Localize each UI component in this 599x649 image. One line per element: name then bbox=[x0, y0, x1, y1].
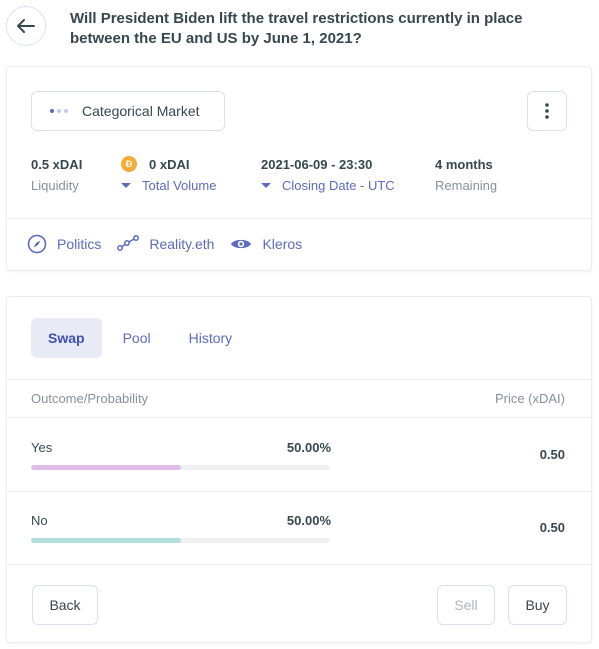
caret-down-icon bbox=[261, 183, 271, 188]
remaining-label: Remaining bbox=[435, 178, 498, 193]
xdai-coin-icon: Đ bbox=[121, 156, 137, 172]
outcome-row[interactable]: Yes 50.00% 0.50 bbox=[7, 418, 591, 491]
compass-icon bbox=[27, 234, 47, 254]
divider bbox=[7, 379, 591, 380]
outcome-name: Yes bbox=[31, 440, 53, 455]
closing-date-stat: 2021-06-09 - 23:30 Closing Date - UTC bbox=[261, 155, 395, 193]
eye-icon bbox=[231, 239, 252, 249]
column-outcome-probability: Outcome/Probability bbox=[31, 390, 149, 406]
market-type-label: Categorical Market bbox=[82, 103, 200, 119]
column-price: Price (xDAI) bbox=[494, 390, 565, 406]
liquidity-stat: 0.5 xDAI Liquidity bbox=[31, 155, 83, 194]
sell-button[interactable]: Sell bbox=[437, 585, 495, 625]
remaining-stat: 4 months Remaining bbox=[435, 155, 498, 194]
tab-pool[interactable]: Pool bbox=[122, 330, 151, 346]
divider bbox=[7, 218, 591, 219]
back-button[interactable]: Back bbox=[32, 585, 98, 625]
total-volume-label: Total Volume bbox=[142, 178, 217, 193]
tag-reality-eth-label: Reality.eth bbox=[149, 236, 215, 252]
nodes-icon bbox=[117, 235, 140, 251]
remaining-value: 4 months bbox=[435, 156, 493, 172]
trade-card: Swap Pool History Outcome/Probability Pr… bbox=[6, 296, 592, 643]
total-volume-value: 0 xDAI bbox=[149, 156, 190, 172]
caret-down-icon bbox=[121, 183, 131, 188]
buy-button[interactable]: Buy bbox=[508, 585, 567, 625]
closing-date-label: Closing Date - UTC bbox=[282, 178, 395, 193]
tag-politics[interactable]: Politics bbox=[27, 234, 101, 254]
total-volume-stat: Đ 0 xDAI Total Volume bbox=[121, 155, 216, 193]
divider bbox=[7, 564, 591, 565]
divider bbox=[7, 417, 591, 418]
tag-politics-label: Politics bbox=[57, 236, 102, 252]
tag-kleros[interactable]: Kleros bbox=[230, 236, 302, 252]
outcome-price: 0.50 bbox=[539, 447, 565, 462]
divider bbox=[7, 491, 591, 492]
trade-tabs: Swap Pool History bbox=[31, 318, 253, 358]
outcome-row[interactable]: No 50.00% 0.50 bbox=[7, 491, 591, 564]
tab-history[interactable]: History bbox=[188, 330, 233, 346]
market-dots-icon bbox=[50, 109, 68, 113]
market-type-badge[interactable]: Categorical Market bbox=[31, 91, 225, 131]
outcome-name: No bbox=[31, 513, 48, 528]
probability-bar-fill bbox=[31, 538, 181, 543]
outcomes-table-header: Outcome/Probability Price (xDAI) bbox=[7, 379, 591, 417]
more-options-button[interactable] bbox=[527, 91, 567, 131]
probability-bar-fill bbox=[31, 465, 181, 470]
back-arrow-button[interactable] bbox=[6, 6, 46, 46]
arrow-left-icon bbox=[17, 19, 35, 33]
tag-reality-eth[interactable]: Reality.eth bbox=[117, 234, 214, 254]
total-volume-toggle[interactable]: Total Volume bbox=[121, 178, 216, 193]
market-question-title: Will President Biden lift the travel res… bbox=[70, 10, 523, 47]
liquidity-label: Liquidity bbox=[31, 178, 79, 193]
outcome-probability: 50.00% bbox=[286, 440, 331, 455]
tab-swap[interactable]: Swap bbox=[31, 318, 102, 358]
vertical-dots-icon bbox=[545, 103, 549, 119]
liquidity-value: 0.5 xDAI bbox=[31, 156, 83, 172]
market-tags: Politics Reality.eth Kleros bbox=[27, 234, 318, 254]
closing-date-value: 2021-06-09 - 23:30 bbox=[261, 156, 373, 172]
closing-date-toggle[interactable]: Closing Date - UTC bbox=[261, 178, 395, 193]
probability-bar bbox=[31, 538, 330, 543]
outcome-price: 0.50 bbox=[539, 520, 565, 535]
probability-bar bbox=[31, 465, 330, 470]
tag-kleros-label: Kleros bbox=[262, 236, 303, 252]
outcome-probability: 50.00% bbox=[286, 513, 331, 528]
